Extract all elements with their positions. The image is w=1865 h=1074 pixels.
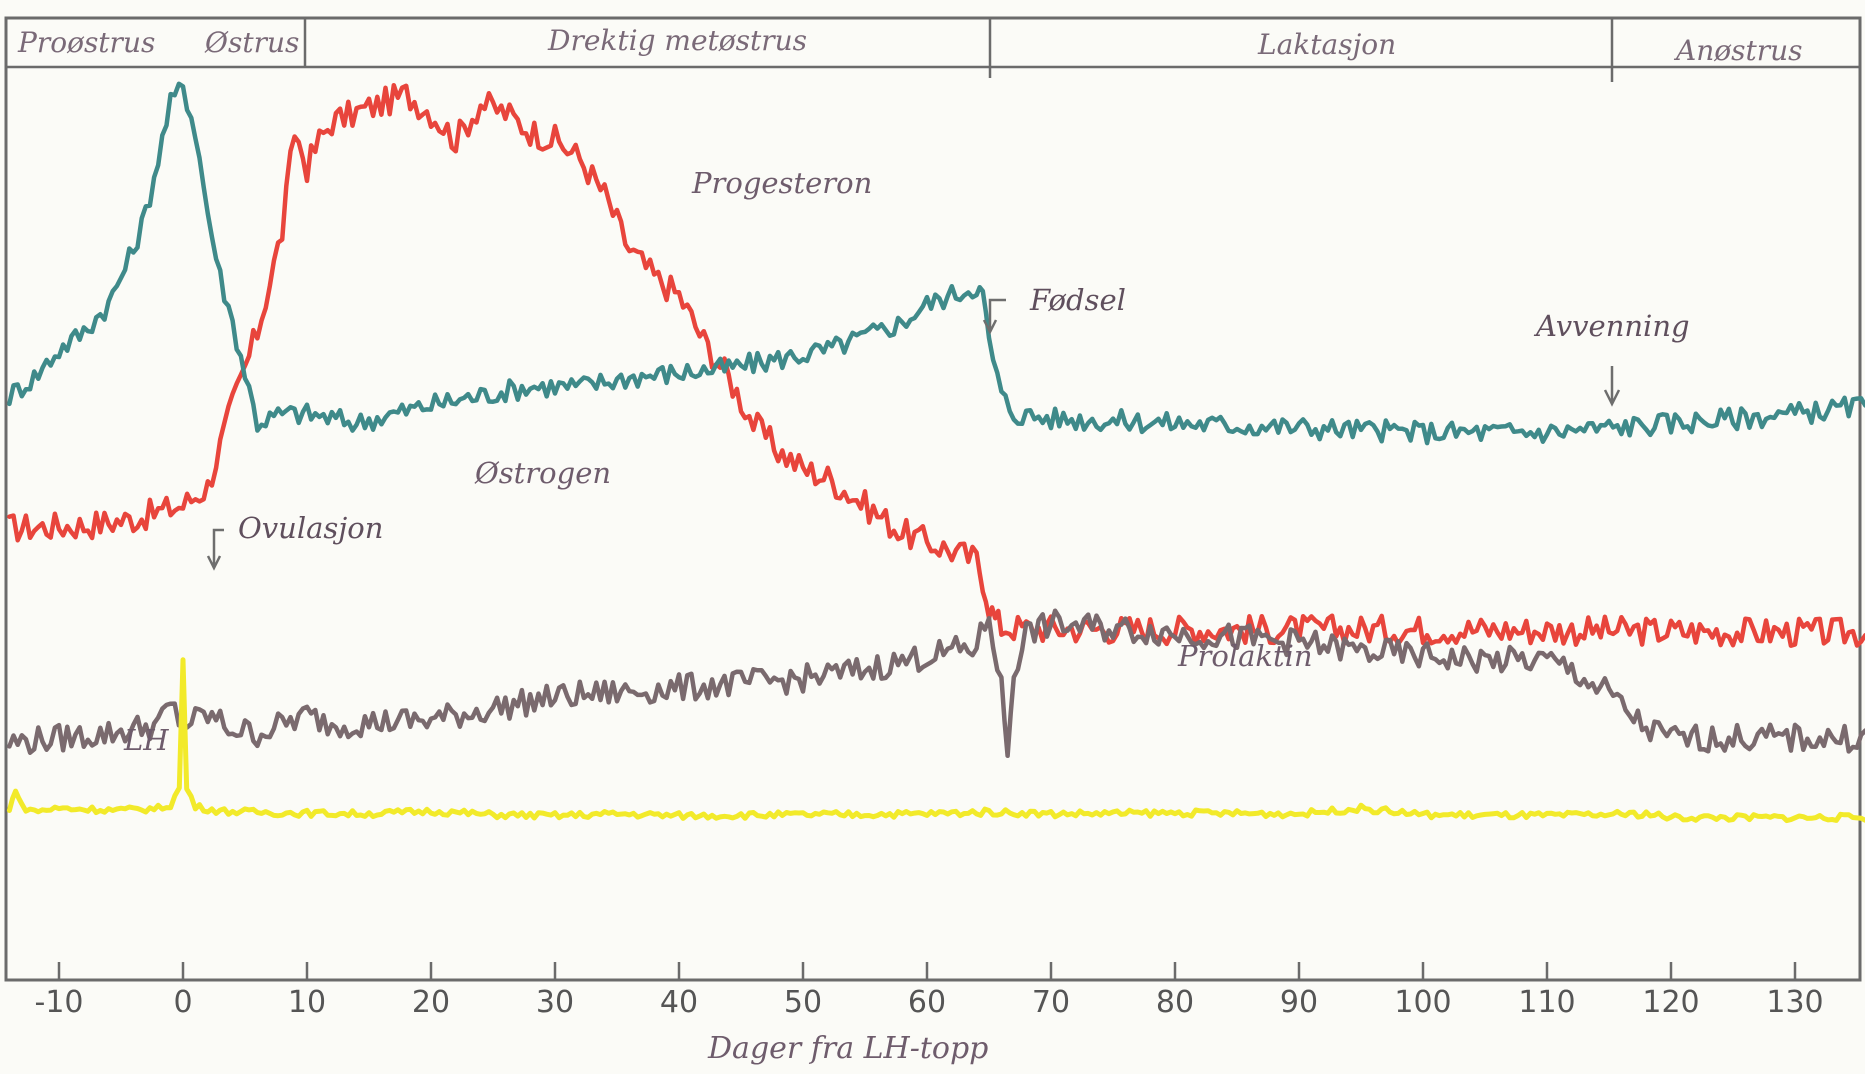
phase-label-ostrus: Østrus: [204, 26, 299, 59]
x-axis: -10 0 10 20 30 40 50 60 70 80 90 100 110 120 130: [35, 962, 1824, 1020]
series-line-ostrogen: [7, 81, 1865, 446]
annotation-avvenning: Avvenning: [1533, 309, 1690, 407]
x-axis-label: Dager fra LH-topp: [707, 1031, 988, 1066]
series-line-prolaktin: [7, 608, 1865, 759]
avvenning-arrow-icon: [1603, 366, 1621, 407]
x-tick-label: 80: [1156, 985, 1194, 1020]
label-lh: LH: [123, 723, 169, 757]
x-tick-label: 120: [1642, 985, 1699, 1020]
x-tick-label: 0: [173, 985, 192, 1020]
label-progesteron: Progesteron: [691, 166, 872, 200]
label-ostrogen: Østrogen: [474, 456, 611, 490]
x-tick-label: 130: [1766, 985, 1823, 1020]
phase-header: Proøstrus Østrus Drektig metøstrus Lakta…: [6, 18, 1860, 82]
x-tick-label: 100: [1394, 985, 1451, 1020]
x-tick-label: 50: [784, 985, 822, 1020]
fodsel-arrow-icon: [982, 298, 1006, 335]
series-layer: [6, 81, 1865, 824]
x-tick-label: 10: [288, 985, 326, 1020]
x-tick-label: 60: [908, 985, 946, 1020]
x-tick-label: -10: [35, 985, 84, 1020]
ovulasjon-arrow-icon: [206, 528, 224, 571]
x-tick-label: 40: [660, 985, 698, 1020]
x-tick-label: 30: [536, 985, 574, 1020]
x-tick-label: 90: [1280, 985, 1318, 1020]
phase-label-anostrus: Anøstrus: [1673, 34, 1803, 67]
series-line-progesteron: [7, 82, 1865, 648]
ovulasjon-label: Ovulasjon: [238, 511, 383, 545]
chart-frame: [4, 16, 1862, 982]
phase-label-proostrus: Proøstrus: [17, 26, 155, 59]
label-prolaktin: Prolaktin: [1177, 639, 1313, 673]
fodsel-label: Fødsel: [1029, 283, 1126, 317]
annotation-fodsel: Fødsel: [982, 283, 1126, 335]
x-tick-label: 20: [412, 985, 450, 1020]
series-line-lh: [6, 657, 1865, 824]
phase-label-laktasjon: Laktasjon: [1257, 28, 1396, 61]
annotation-ovulasjon: Ovulasjon: [206, 511, 383, 571]
x-tick-label: 70: [1032, 985, 1070, 1020]
avvenning-label: Avvenning: [1533, 309, 1690, 343]
phase-label-drektig-metostrus: Drektig metøstrus: [547, 24, 807, 57]
x-tick-label: 110: [1518, 985, 1575, 1020]
